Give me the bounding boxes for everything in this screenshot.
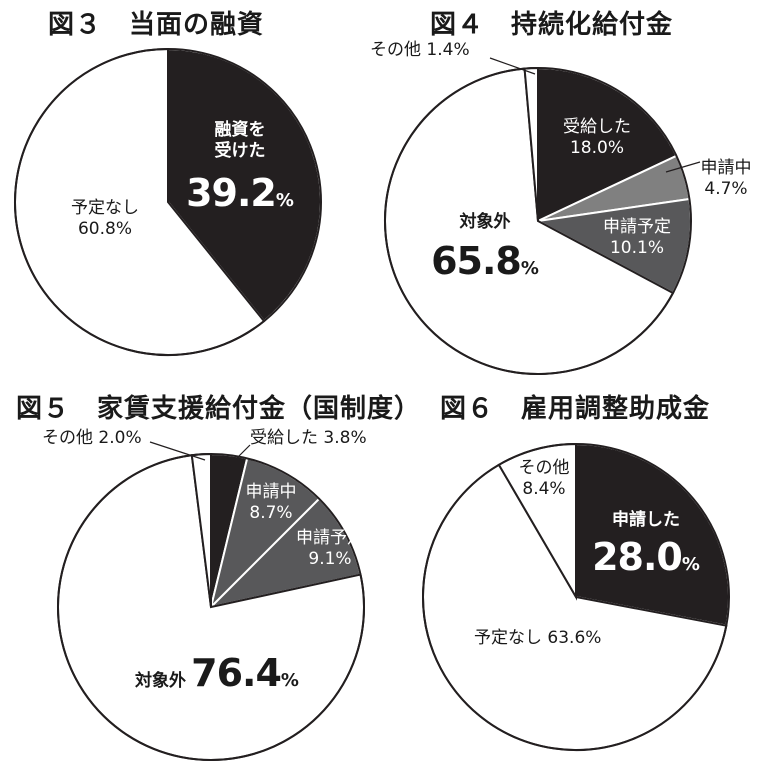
chart6-title: 図６ 雇用調整助成金 — [440, 394, 711, 424]
chart3-label-received: 融資を 受けた — [190, 120, 290, 163]
chart4-title: 図４ 持続化給付金 — [430, 10, 674, 40]
chart3-value-received: 39.2% — [178, 170, 302, 218]
chart3-outline — [14, 48, 322, 356]
chart5-leader-received — [229, 444, 251, 466]
chart4-label-other: その他 1.4% — [370, 40, 470, 60]
chart5-title: 図５ 家賃支援給付金（国制度） — [16, 394, 422, 424]
chart4-na-pct: % — [520, 258, 539, 279]
chart5-label-na: 対象外 76.4% — [122, 650, 312, 698]
chart3-none-value: 60.8% — [77, 219, 132, 240]
chart5-applying-value: 8.7% — [249, 503, 293, 524]
chart4-leader-applying — [665, 161, 701, 173]
chart6-applied-pct: % — [681, 554, 700, 575]
chart4-received-text: 受給した — [563, 117, 631, 137]
chart5-applying-text: 申請中 — [245, 482, 297, 502]
chart4-received-value: 18.0% — [569, 138, 624, 159]
chart5-na-text: 対象外 — [135, 671, 187, 691]
chart3-title: 図３ 当面の融資 — [48, 10, 265, 40]
chart3-received-number: 39.2 — [186, 171, 277, 215]
chart6-label-applied: 申請した — [612, 510, 680, 530]
chart6-value-applied: 28.0% — [584, 534, 708, 582]
chart5-label-planned: 申請予定 9.1% — [290, 528, 370, 571]
chart4-na-number: 65.8 — [431, 239, 522, 283]
chart5-outline — [57, 453, 365, 761]
chart4-label-planned: 申請予定 10.1% — [592, 217, 682, 260]
chart5-planned-value: 9.1% — [308, 549, 352, 570]
chart4-value-na: 65.8% — [420, 238, 550, 286]
chart4-applying-value: 4.7% — [704, 179, 748, 200]
chart6-other-value: 8.4% — [522, 479, 566, 500]
chart3-none-text: 予定なし — [71, 198, 139, 218]
chart3-received-pct: % — [275, 190, 294, 211]
chart5-na-number: 76.4 — [191, 651, 282, 695]
chart5-leader-other — [149, 441, 206, 461]
chart3-label-none: 予定なし 60.8% — [50, 198, 160, 241]
chart5-label-applying: 申請中 8.7% — [236, 482, 306, 525]
chart6-outline — [422, 443, 730, 751]
chart6-applied-number: 28.0 — [592, 535, 683, 579]
chart5-label-other: その他 2.0% — [42, 428, 142, 448]
chart4-label-received: 受給した 18.0% — [552, 117, 642, 160]
chart6-label-none: 予定なし 63.6% — [474, 628, 602, 648]
chart3-received-line2: 受けた — [214, 141, 266, 162]
chart3-received-line1: 融資を — [214, 120, 266, 140]
chart4-planned-value: 10.1% — [609, 238, 664, 259]
chart4-label-na: 対象外 — [459, 212, 511, 232]
chart4-planned-text: 申請予定 — [603, 217, 671, 237]
chart4-leader-other — [489, 57, 536, 75]
chart4-label-applying: 申請中 4.7% — [696, 158, 756, 201]
chart5-na-pct: % — [280, 670, 299, 691]
chart5-planned-text: 申請予定 — [296, 528, 364, 548]
chart4-applying-text: 申請中 — [700, 158, 752, 178]
chart6-other-text: その他 — [518, 458, 570, 478]
chart5-label-received: 受給した 3.8% — [250, 428, 367, 448]
chart6-label-other: その他 8.4% — [514, 458, 574, 501]
chart4-outline — [384, 67, 692, 375]
